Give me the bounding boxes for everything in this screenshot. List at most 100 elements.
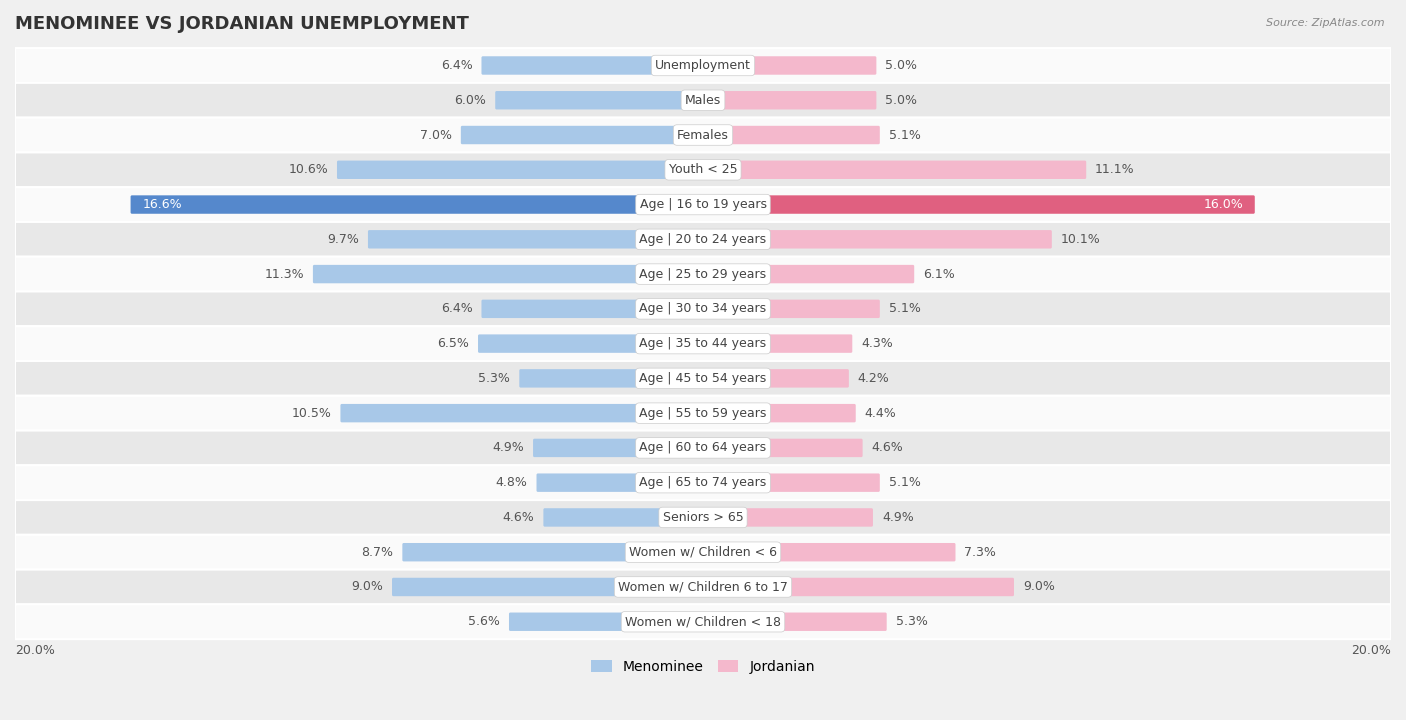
Text: 5.3%: 5.3%	[896, 615, 928, 629]
FancyBboxPatch shape	[15, 570, 1391, 604]
Text: Age | 60 to 64 years: Age | 60 to 64 years	[640, 441, 766, 454]
Text: Age | 65 to 74 years: Age | 65 to 74 years	[640, 476, 766, 489]
Text: 6.4%: 6.4%	[440, 302, 472, 315]
FancyBboxPatch shape	[15, 465, 1391, 500]
FancyBboxPatch shape	[15, 292, 1391, 326]
Text: Males: Males	[685, 94, 721, 107]
Text: Youth < 25: Youth < 25	[669, 163, 737, 176]
FancyBboxPatch shape	[702, 56, 876, 75]
FancyBboxPatch shape	[15, 431, 1391, 465]
FancyBboxPatch shape	[533, 438, 704, 457]
Text: Unemployment: Unemployment	[655, 59, 751, 72]
Text: 4.6%: 4.6%	[872, 441, 903, 454]
FancyBboxPatch shape	[15, 83, 1391, 117]
FancyBboxPatch shape	[702, 577, 1014, 596]
Text: 6.0%: 6.0%	[454, 94, 486, 107]
FancyBboxPatch shape	[702, 300, 880, 318]
FancyBboxPatch shape	[537, 474, 704, 492]
FancyBboxPatch shape	[702, 404, 856, 423]
FancyBboxPatch shape	[15, 396, 1391, 431]
Text: 4.8%: 4.8%	[496, 476, 527, 489]
FancyBboxPatch shape	[478, 334, 704, 353]
Text: Women w/ Children < 6: Women w/ Children < 6	[628, 546, 778, 559]
Text: 11.1%: 11.1%	[1095, 163, 1135, 176]
FancyBboxPatch shape	[481, 56, 704, 75]
Text: 4.6%: 4.6%	[503, 511, 534, 524]
Text: 5.0%: 5.0%	[886, 59, 917, 72]
FancyBboxPatch shape	[15, 222, 1391, 257]
FancyBboxPatch shape	[495, 91, 704, 109]
FancyBboxPatch shape	[15, 257, 1391, 292]
FancyBboxPatch shape	[702, 161, 1087, 179]
FancyBboxPatch shape	[702, 369, 849, 387]
Text: 6.1%: 6.1%	[924, 268, 955, 281]
FancyBboxPatch shape	[340, 404, 704, 423]
Text: 10.1%: 10.1%	[1060, 233, 1101, 246]
FancyBboxPatch shape	[461, 126, 704, 144]
Text: Age | 20 to 24 years: Age | 20 to 24 years	[640, 233, 766, 246]
FancyBboxPatch shape	[15, 48, 1391, 83]
Text: Age | 35 to 44 years: Age | 35 to 44 years	[640, 337, 766, 350]
FancyBboxPatch shape	[15, 117, 1391, 153]
Text: 11.3%: 11.3%	[264, 268, 304, 281]
Text: 8.7%: 8.7%	[361, 546, 394, 559]
Legend: Menominee, Jordanian: Menominee, Jordanian	[585, 654, 821, 680]
FancyBboxPatch shape	[15, 361, 1391, 396]
FancyBboxPatch shape	[392, 577, 704, 596]
Text: Age | 55 to 59 years: Age | 55 to 59 years	[640, 407, 766, 420]
Text: Age | 45 to 54 years: Age | 45 to 54 years	[640, 372, 766, 385]
Text: 9.7%: 9.7%	[328, 233, 359, 246]
FancyBboxPatch shape	[702, 334, 852, 353]
FancyBboxPatch shape	[15, 153, 1391, 187]
Text: 5.1%: 5.1%	[889, 302, 921, 315]
Text: 5.3%: 5.3%	[478, 372, 510, 385]
Text: 16.0%: 16.0%	[1204, 198, 1243, 211]
Text: 9.0%: 9.0%	[352, 580, 382, 593]
Text: Females: Females	[678, 128, 728, 142]
Text: 9.0%: 9.0%	[1024, 580, 1054, 593]
Text: 20.0%: 20.0%	[15, 644, 55, 657]
Text: Age | 25 to 29 years: Age | 25 to 29 years	[640, 268, 766, 281]
Text: 7.0%: 7.0%	[420, 128, 451, 142]
FancyBboxPatch shape	[509, 613, 704, 631]
FancyBboxPatch shape	[702, 126, 880, 144]
Text: 5.1%: 5.1%	[889, 476, 921, 489]
FancyBboxPatch shape	[15, 604, 1391, 639]
Text: 7.3%: 7.3%	[965, 546, 997, 559]
FancyBboxPatch shape	[702, 438, 863, 457]
FancyBboxPatch shape	[15, 326, 1391, 361]
Text: 4.9%: 4.9%	[492, 441, 524, 454]
FancyBboxPatch shape	[15, 187, 1391, 222]
FancyBboxPatch shape	[15, 535, 1391, 570]
FancyBboxPatch shape	[702, 508, 873, 526]
FancyBboxPatch shape	[481, 300, 704, 318]
Text: Women w/ Children 6 to 17: Women w/ Children 6 to 17	[619, 580, 787, 593]
FancyBboxPatch shape	[314, 265, 704, 283]
Text: 4.3%: 4.3%	[862, 337, 893, 350]
FancyBboxPatch shape	[337, 161, 704, 179]
Text: 20.0%: 20.0%	[1351, 644, 1391, 657]
Text: 10.6%: 10.6%	[288, 163, 328, 176]
Text: 6.4%: 6.4%	[440, 59, 472, 72]
Text: MENOMINEE VS JORDANIAN UNEMPLOYMENT: MENOMINEE VS JORDANIAN UNEMPLOYMENT	[15, 15, 468, 33]
Text: 4.4%: 4.4%	[865, 407, 897, 420]
FancyBboxPatch shape	[702, 474, 880, 492]
Text: Age | 30 to 34 years: Age | 30 to 34 years	[640, 302, 766, 315]
FancyBboxPatch shape	[402, 543, 704, 562]
FancyBboxPatch shape	[368, 230, 704, 248]
FancyBboxPatch shape	[543, 508, 704, 526]
FancyBboxPatch shape	[702, 613, 887, 631]
Text: 16.6%: 16.6%	[142, 198, 181, 211]
Text: 6.5%: 6.5%	[437, 337, 470, 350]
Text: Seniors > 65: Seniors > 65	[662, 511, 744, 524]
Text: Age | 16 to 19 years: Age | 16 to 19 years	[640, 198, 766, 211]
Text: 4.2%: 4.2%	[858, 372, 890, 385]
FancyBboxPatch shape	[702, 265, 914, 283]
FancyBboxPatch shape	[702, 195, 1254, 214]
Text: 5.6%: 5.6%	[468, 615, 501, 629]
FancyBboxPatch shape	[702, 543, 956, 562]
Text: 5.1%: 5.1%	[889, 128, 921, 142]
FancyBboxPatch shape	[519, 369, 704, 387]
FancyBboxPatch shape	[131, 195, 704, 214]
Text: Women w/ Children < 18: Women w/ Children < 18	[626, 615, 780, 629]
